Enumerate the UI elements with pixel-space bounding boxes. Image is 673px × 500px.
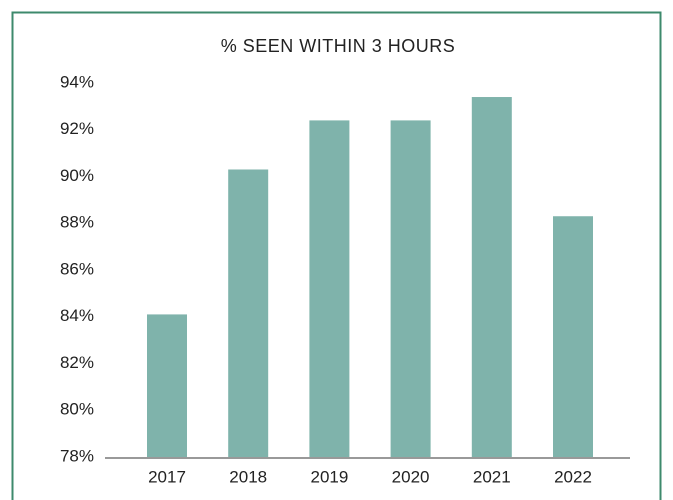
x-tick-label: 2021 (473, 467, 511, 486)
y-tick-label: 88% (60, 213, 94, 232)
chart-title: % SEEN WITHIN 3 HOURS (221, 36, 456, 56)
bar (147, 314, 187, 457)
x-tick-label: 2022 (554, 467, 592, 486)
bar (228, 169, 269, 458)
x-tick-label: 2018 (229, 467, 267, 486)
bar (471, 97, 512, 458)
y-tick-label: 92% (60, 119, 94, 138)
y-tick-label: 84% (60, 306, 94, 325)
y-tick-label: 86% (60, 259, 94, 278)
y-tick-label: 78% (60, 446, 94, 465)
x-tick-label: 2017 (148, 467, 186, 486)
y-tick-label: 80% (60, 400, 94, 419)
y-tick-label: 94% (60, 72, 94, 91)
bar (390, 120, 431, 458)
bar (553, 216, 593, 457)
x-tick-label: 2020 (392, 467, 430, 486)
y-tick-label: 82% (60, 353, 94, 372)
y-tick-label: 90% (60, 166, 94, 185)
x-tick-label: 2019 (310, 467, 348, 486)
bar (309, 120, 350, 458)
